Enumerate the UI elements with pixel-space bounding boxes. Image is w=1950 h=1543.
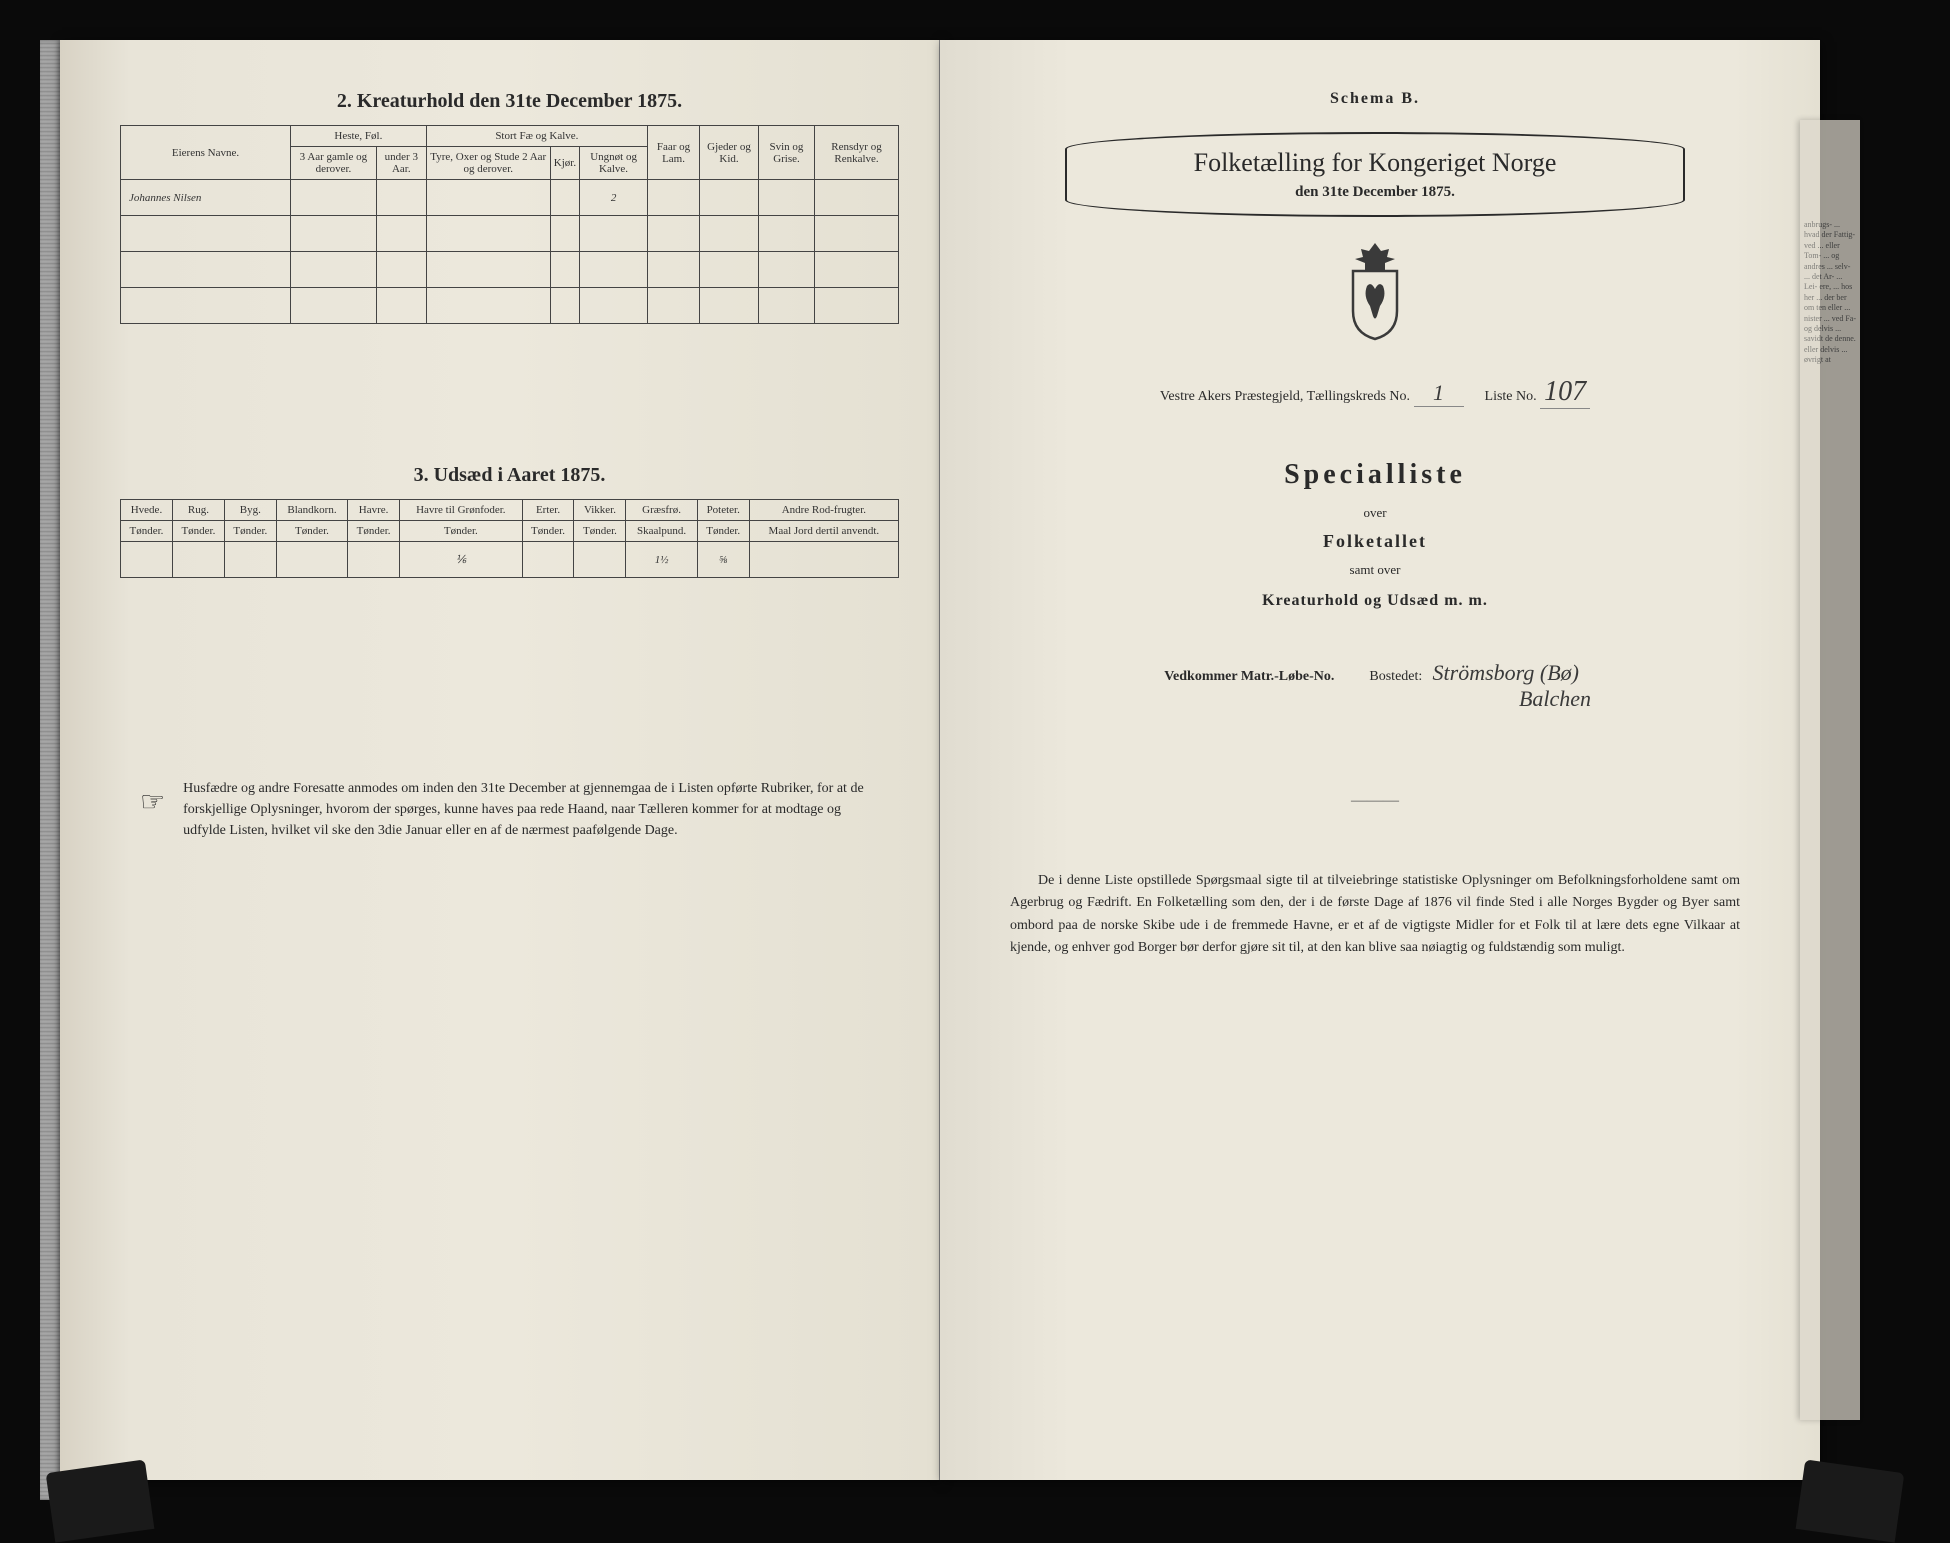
next-page-peek: anbrugs- ... hvad der Fattig- ved ... el…	[1800, 120, 1860, 1420]
footer-text: Husfædre og andre Foresatte anmodes om i…	[183, 778, 879, 841]
section2-title: 2. Kreaturhold den 31te December 1875.	[120, 90, 899, 113]
samt-label: samt over	[990, 562, 1760, 578]
col-stort-b: Kjør.	[550, 147, 579, 180]
col-heste-a: 3 Aar gamle og derover.	[291, 147, 377, 180]
liste-label: Liste No.	[1485, 389, 1537, 404]
cell	[172, 542, 224, 578]
table-row	[121, 216, 899, 252]
unit: Tønder.	[121, 521, 173, 542]
cell	[700, 180, 759, 216]
col-hvede: Hvede.	[121, 500, 173, 521]
cell-graesfro: 1½	[626, 542, 697, 578]
table-row	[121, 288, 899, 324]
special-title: Specialliste	[990, 459, 1760, 491]
col-havre-gron: Havre til Grønfoder.	[400, 500, 522, 521]
col-rensdyr: Rensdyr og Renkalve.	[815, 126, 899, 180]
col-group-heste: Heste, Føl.	[291, 126, 427, 147]
unit-skaal: Skaalpund.	[626, 521, 697, 542]
col-byg: Byg.	[224, 500, 276, 521]
left-page: 2. Kreaturhold den 31te December 1875. E…	[60, 40, 940, 1480]
col-stort-c: Ungnøt og Kalve.	[580, 147, 648, 180]
title-banner: Folketælling for Kongeriget Norge den 31…	[1065, 132, 1685, 217]
table-row: Johannes Nilsen 2	[121, 180, 899, 216]
table-header-row: Hvede. Rug. Byg. Blandkorn. Havre. Havre…	[121, 500, 899, 521]
cell	[648, 180, 700, 216]
kreatur-label: Kreaturhold og Udsæd m. m.	[990, 592, 1760, 610]
cell	[550, 180, 579, 216]
col-blandkorn: Blandkorn.	[276, 500, 347, 521]
book-spread: 2. Kreaturhold den 31te December 1875. E…	[60, 40, 1890, 1500]
right-page: Schema B. Folketælling for Kongeriget No…	[940, 40, 1820, 1480]
pointer-hand-icon: ☞	[140, 782, 165, 841]
cell-havre-gron: ⅙	[400, 542, 522, 578]
banner-title: Folketælling for Kongeriget Norge	[1107, 148, 1643, 178]
liste-no: 107	[1540, 376, 1590, 409]
col-heste-b: under 3 Aar.	[376, 147, 426, 180]
col-vikker: Vikker.	[574, 500, 626, 521]
footer-note: ☞ Husfædre og andre Foresatte anmodes om…	[120, 778, 899, 841]
col-andre: Andre Rod-frugter.	[749, 500, 898, 521]
table-unit-row: Tønder. Tønder. Tønder. Tønder. Tønder. …	[121, 521, 899, 542]
bost-label: Bostedet:	[1369, 669, 1422, 684]
cell	[522, 542, 574, 578]
unit: Tønder.	[348, 521, 400, 542]
unit: Tønder.	[400, 521, 522, 542]
clip-bottom-right	[1796, 1459, 1905, 1542]
cell	[758, 180, 814, 216]
col-svin: Svin og Grise.	[758, 126, 814, 180]
section3-title: 3. Udsæd i Aaret 1875.	[120, 464, 899, 487]
unit: Tønder.	[522, 521, 574, 542]
banner-subtitle: den 31te December 1875.	[1107, 184, 1643, 201]
bostedet-value2: Balchen	[1519, 686, 1591, 712]
cell-poteter: ⅝	[697, 542, 749, 578]
kreatur-table: Eierens Navne. Heste, Føl. Stort Fæ og K…	[120, 125, 899, 324]
col-owner: Eierens Navne.	[121, 126, 291, 180]
cell	[121, 542, 173, 578]
table-row	[121, 252, 899, 288]
clip-bottom-left	[46, 1459, 155, 1542]
divider: ———	[990, 792, 1760, 810]
folketallet-label: Folketallet	[990, 531, 1760, 552]
table-row: ⅙ 1½ ⅝	[121, 542, 899, 578]
cell	[276, 542, 347, 578]
unit: Tønder.	[276, 521, 347, 542]
kreds-no: 1	[1414, 380, 1464, 407]
udsaed-table: Hvede. Rug. Byg. Blandkorn. Havre. Havre…	[120, 499, 899, 578]
bostedet-value: Strömsborg (Bø)	[1426, 660, 1586, 686]
over-label: over	[990, 505, 1760, 521]
col-rug: Rug.	[172, 500, 224, 521]
cell	[348, 542, 400, 578]
cell-owner: Johannes Nilsen	[121, 180, 291, 216]
cell	[376, 180, 426, 216]
cell	[749, 542, 898, 578]
col-poteter: Poteter.	[697, 500, 749, 521]
col-gjeder: Gjeder og Kid.	[700, 126, 759, 180]
schema-label: Schema B.	[990, 90, 1760, 108]
unit: Tønder.	[224, 521, 276, 542]
bostedet-line: Vedkommer Matr.-Løbe-No. Bostedet: Ström…	[990, 660, 1760, 712]
table-header-row: Eierens Navne. Heste, Føl. Stort Fæ og K…	[121, 126, 899, 147]
unit: Tønder.	[697, 521, 749, 542]
col-erter: Erter.	[522, 500, 574, 521]
page-edge-stack	[40, 40, 60, 1500]
col-faar: Faar og Lam.	[648, 126, 700, 180]
ved-label: Vedkommer Matr.-Løbe-No.	[1164, 669, 1334, 684]
meta-line: Vestre Akers Præstegjeld, Tællingskreds …	[990, 376, 1760, 409]
unit-andre: Maal Jord dertil anvendt.	[749, 521, 898, 542]
cell-stortc: 2	[580, 180, 648, 216]
unit: Tønder.	[574, 521, 626, 542]
unit: Tønder.	[172, 521, 224, 542]
cell	[815, 180, 899, 216]
cell	[291, 180, 377, 216]
col-stort-a: Tyre, Oxer og Stude 2 Aar og derover.	[426, 147, 550, 180]
meta-prefix: Vestre Akers Præstegjeld, Tællingskreds …	[1160, 389, 1410, 404]
col-graesfro: Græsfrø.	[626, 500, 697, 521]
paragraph-text: De i denne Liste opstillede Spørgsmaal s…	[990, 870, 1760, 960]
col-group-stort: Stort Fæ og Kalve.	[426, 126, 647, 147]
cell	[574, 542, 626, 578]
cell	[426, 180, 550, 216]
col-havre: Havre.	[348, 500, 400, 521]
coat-of-arms-icon	[990, 241, 1760, 346]
cell	[224, 542, 276, 578]
